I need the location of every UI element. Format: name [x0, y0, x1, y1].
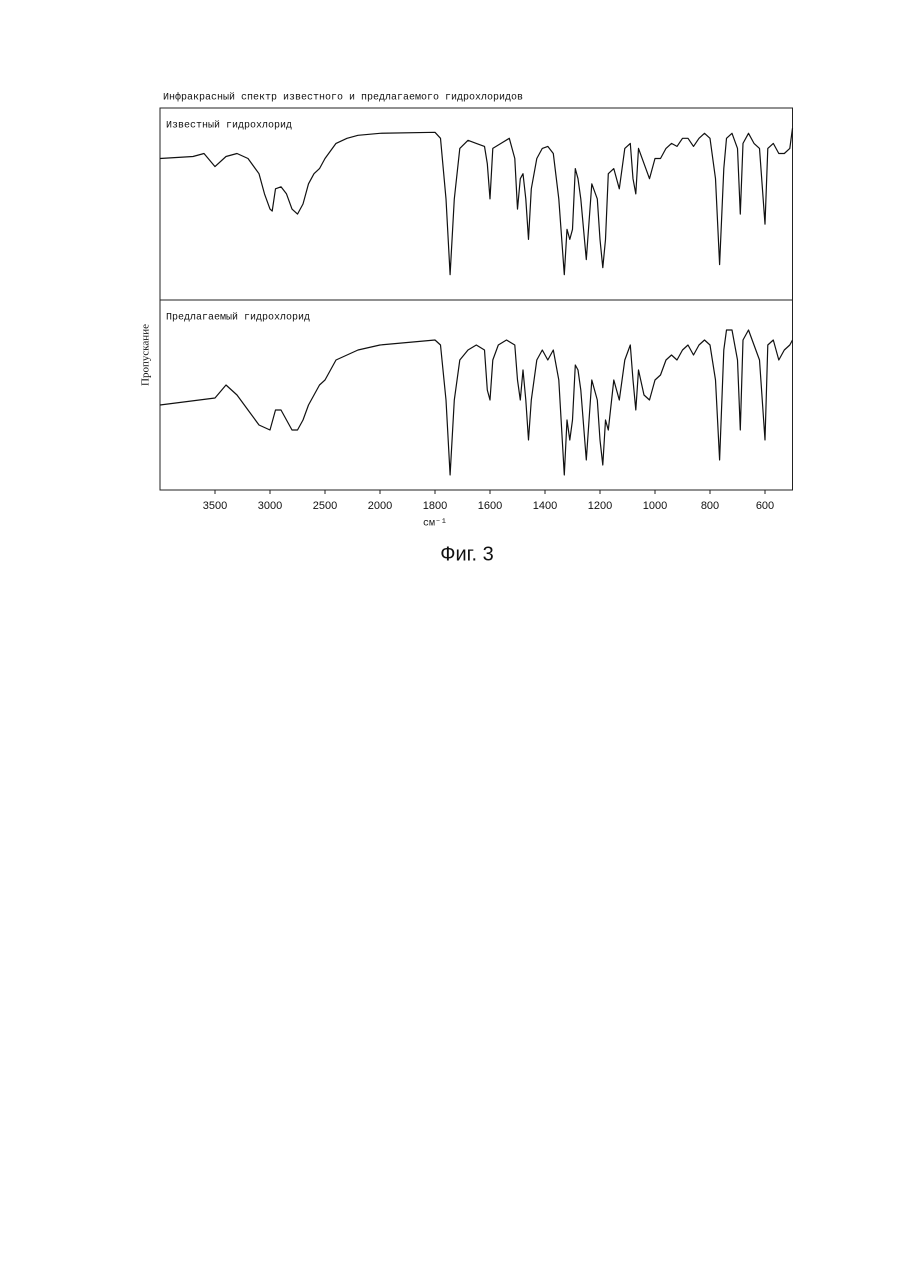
y-axis-label: Пропускание: [140, 324, 152, 386]
x-tick-label: 2000: [368, 500, 392, 512]
panel-title: Предлагаемый гидрохлорид: [166, 312, 310, 324]
x-tick-label: 1200: [588, 500, 612, 512]
x-tick-label: 1800: [423, 500, 447, 512]
x-tick-label: 800: [701, 500, 719, 512]
x-tick-label: 3000: [258, 500, 282, 512]
x-axis-label: см⁻¹: [423, 519, 447, 530]
plot-frame: [160, 108, 793, 490]
x-tick-label: 600: [756, 500, 774, 512]
figure: Инфракрасный спектр известного и предлаг…: [0, 0, 900, 1273]
x-tick-label: 2500: [313, 500, 337, 512]
spectrum-line: [160, 128, 793, 275]
x-tick-label: 1400: [533, 500, 557, 512]
x-tick-label: 1600: [478, 500, 502, 512]
page: {"figure": {"title": "Инфракрасный спект…: [0, 0, 900, 1273]
panel-title: Известный гидрохлорид: [166, 120, 292, 132]
spectrum-line: [160, 330, 793, 475]
x-tick-label: 1000: [643, 500, 667, 512]
x-tick-label: 3500: [203, 500, 227, 512]
figure-title: Инфракрасный спектр известного и предлаг…: [163, 91, 523, 104]
caption: Фиг. 3: [440, 543, 493, 565]
